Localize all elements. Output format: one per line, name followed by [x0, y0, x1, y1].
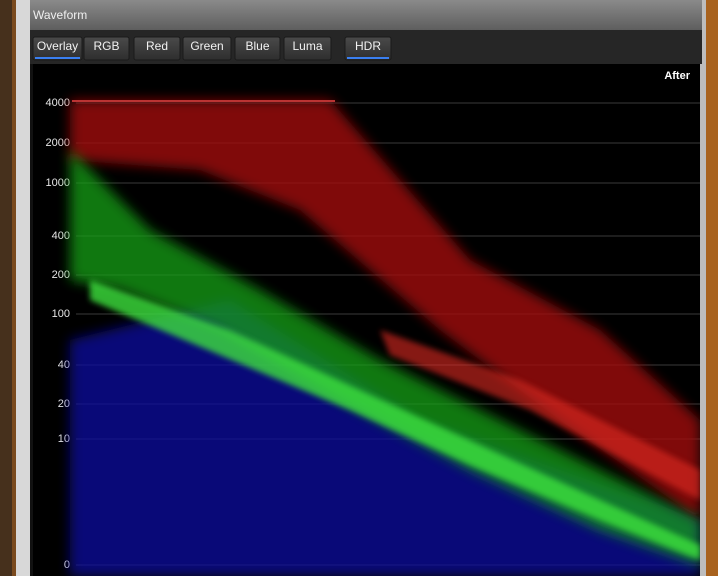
panel-title: Waveform [33, 8, 87, 22]
scale-label: 1000 [46, 177, 70, 189]
title-bar [30, 0, 702, 30]
tab-active-underline [35, 57, 80, 59]
tabs: Overlay RGB Red Green Blue Luma HDR [32, 36, 392, 61]
scale-label: 100 [52, 308, 70, 320]
tab-button[interactable]: Red [133, 36, 181, 61]
scale-label: 40 [58, 359, 70, 371]
scale-label: 2000 [46, 137, 70, 149]
scale-label: 20 [58, 398, 70, 410]
tab-background [133, 36, 181, 61]
scale-label: 0 [64, 559, 70, 571]
scale-label: 400 [52, 230, 70, 242]
tab-label: Green [190, 39, 223, 53]
tab-label: HDR [355, 39, 381, 53]
tab-button[interactable]: RGB [83, 36, 130, 61]
tab-button[interactable]: HDR [344, 36, 392, 61]
tab-background [182, 36, 232, 61]
tab-label: Overlay [37, 39, 78, 53]
red-core [380, 330, 700, 500]
tab-label: Red [146, 39, 168, 53]
tab-background [83, 36, 130, 61]
tab-button[interactable]: Green [182, 36, 232, 61]
left-panel-edge [0, 0, 12, 576]
tab-background [32, 36, 83, 61]
scale-label: 10 [58, 433, 70, 445]
red-trace [70, 100, 700, 520]
tab-button[interactable]: Luma [283, 36, 332, 61]
tab-background [344, 36, 392, 61]
tab-button[interactable]: Blue [234, 36, 281, 61]
tab-active-underline [347, 57, 389, 59]
waveform-trace [70, 100, 700, 576]
tab-background [234, 36, 281, 61]
green-core [90, 280, 700, 560]
view-label: After [664, 70, 690, 82]
green-trace [70, 150, 700, 565]
tab-label: RGB [93, 39, 119, 53]
scale-label: 4000 [46, 97, 70, 109]
left-gap [16, 0, 30, 576]
tab-button[interactable]: Overlay [32, 36, 83, 61]
tab-background [283, 36, 332, 61]
blue-trace [70, 300, 700, 576]
right-gap [700, 0, 706, 576]
scale-label: 200 [52, 269, 70, 281]
tab-label: Blue [245, 39, 269, 53]
tab-label: Luma [292, 39, 322, 53]
